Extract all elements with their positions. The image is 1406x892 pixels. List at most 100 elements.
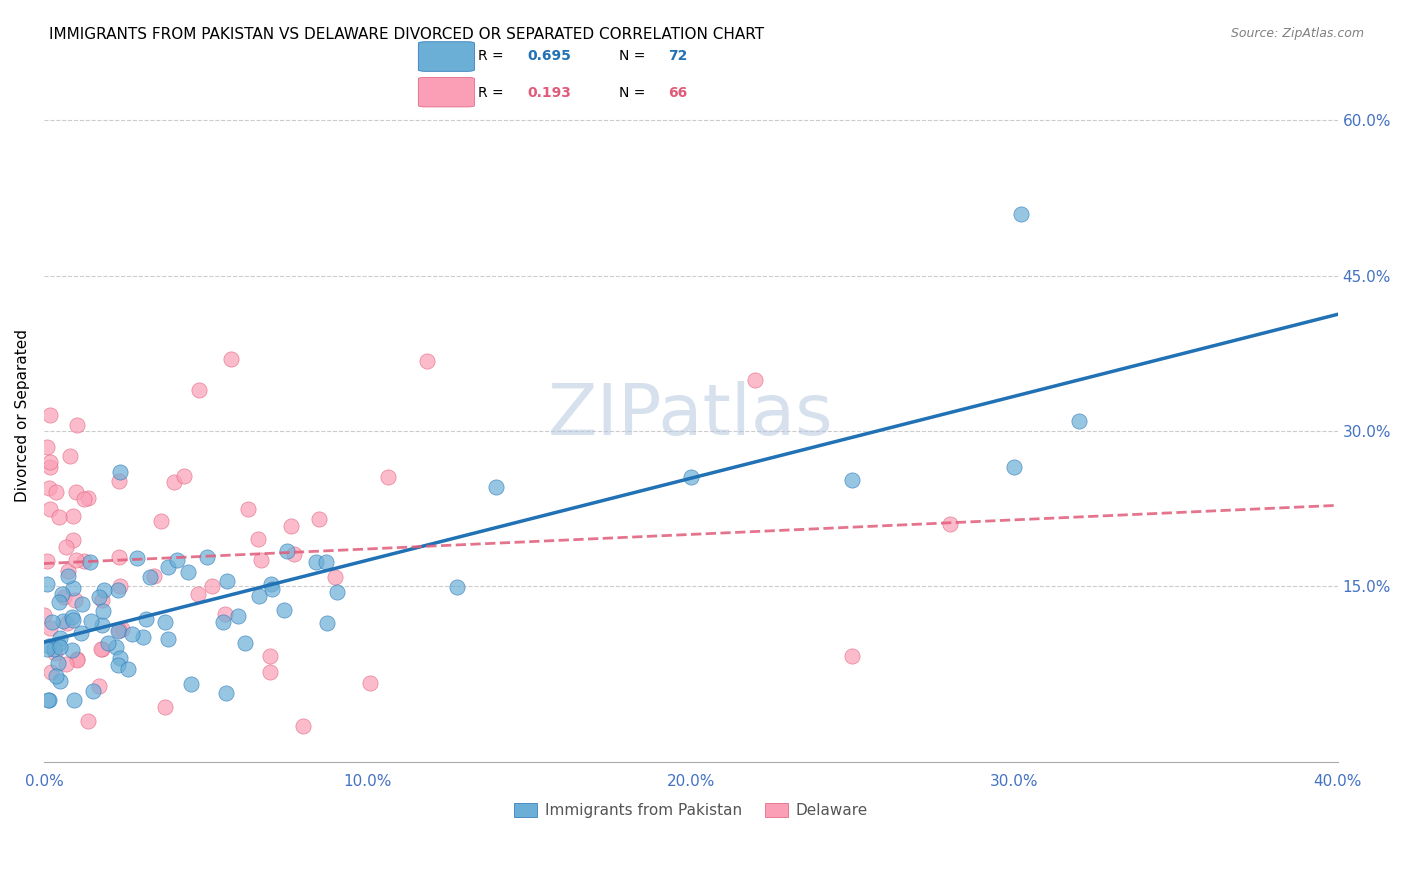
Point xyxy=(56,569,79,583)
Point xyxy=(416,353,439,368)
Text: IMMIGRANTS FROM PAKISTAN VS DELAWARE DIVORCED OR SEPARATED CORRELATION CHART: IMMIGRANTS FROM PAKISTAN VS DELAWARE DIV… xyxy=(49,27,765,42)
Point xyxy=(121,626,143,640)
Point xyxy=(107,658,129,673)
Point xyxy=(201,579,224,593)
Point xyxy=(108,550,131,565)
Point xyxy=(305,555,328,569)
Point xyxy=(841,648,863,663)
Point xyxy=(41,615,63,629)
Point xyxy=(187,587,209,601)
Point xyxy=(316,615,339,630)
Point xyxy=(77,714,100,728)
Point xyxy=(108,623,131,637)
Point xyxy=(135,612,157,626)
Point xyxy=(51,587,73,601)
Point xyxy=(90,641,112,656)
Point xyxy=(63,693,86,707)
Point xyxy=(38,639,60,653)
Point xyxy=(326,585,349,599)
Point xyxy=(283,547,305,561)
Point xyxy=(108,651,131,665)
Point xyxy=(91,618,114,632)
Point xyxy=(72,554,94,568)
Point xyxy=(45,485,67,500)
Point xyxy=(143,569,166,583)
Point xyxy=(37,554,59,568)
Point xyxy=(236,502,259,516)
Text: ZIPatlas: ZIPatlas xyxy=(548,381,834,450)
Text: 66: 66 xyxy=(668,86,688,100)
Point xyxy=(247,589,270,603)
Point xyxy=(226,609,249,624)
Point xyxy=(69,626,91,640)
Point xyxy=(180,677,202,691)
Legend: Immigrants from Pakistan, Delaware: Immigrants from Pakistan, Delaware xyxy=(508,797,873,824)
Point xyxy=(276,543,298,558)
Point xyxy=(62,509,84,524)
Point xyxy=(215,685,238,699)
Point xyxy=(66,417,89,432)
Point xyxy=(157,559,180,574)
Point xyxy=(73,492,96,507)
Point xyxy=(235,636,257,650)
Point xyxy=(62,533,84,548)
Point xyxy=(105,640,128,655)
Point xyxy=(117,662,139,676)
Point xyxy=(59,449,82,463)
Text: R =: R = xyxy=(478,86,508,100)
Point xyxy=(938,516,960,531)
Point xyxy=(62,582,84,596)
Point xyxy=(80,614,103,628)
Point xyxy=(48,594,70,608)
Point xyxy=(53,590,76,604)
Point xyxy=(110,465,132,479)
Point xyxy=(97,636,120,650)
Point xyxy=(65,484,87,499)
Point xyxy=(273,603,295,617)
Point xyxy=(39,501,62,516)
Point xyxy=(39,455,62,469)
Point xyxy=(260,582,283,596)
Point xyxy=(90,641,112,656)
Point xyxy=(214,607,236,621)
Point xyxy=(55,616,77,631)
Point xyxy=(679,470,702,484)
Text: N =: N = xyxy=(619,49,650,63)
Point xyxy=(60,610,83,624)
Point xyxy=(111,622,134,636)
Point xyxy=(127,551,149,566)
Point xyxy=(315,555,337,569)
Point xyxy=(91,593,114,607)
Text: 72: 72 xyxy=(668,49,688,63)
Point xyxy=(1010,206,1032,220)
Point xyxy=(32,608,55,623)
Point xyxy=(260,577,283,591)
Point xyxy=(49,640,72,655)
Point xyxy=(259,648,281,663)
Point xyxy=(89,590,111,604)
Point xyxy=(280,519,302,533)
Point xyxy=(62,614,84,628)
Point xyxy=(63,593,86,607)
Text: Source: ZipAtlas.com: Source: ZipAtlas.com xyxy=(1230,27,1364,40)
Point xyxy=(58,564,80,578)
Point xyxy=(195,549,218,564)
Point xyxy=(744,373,766,387)
Point xyxy=(188,383,211,397)
Point xyxy=(52,614,75,628)
Point xyxy=(250,553,273,567)
Point xyxy=(132,630,155,644)
Y-axis label: Divorced or Separated: Divorced or Separated xyxy=(15,329,30,502)
Point xyxy=(39,460,62,475)
Point xyxy=(37,440,59,454)
Point xyxy=(93,583,115,598)
Point xyxy=(70,597,93,611)
Point xyxy=(246,532,269,546)
Point xyxy=(1067,413,1090,427)
Point xyxy=(49,673,72,688)
Point xyxy=(46,656,69,670)
Point xyxy=(45,669,67,683)
Point xyxy=(39,409,62,423)
Point xyxy=(37,577,59,591)
Point xyxy=(221,351,243,366)
